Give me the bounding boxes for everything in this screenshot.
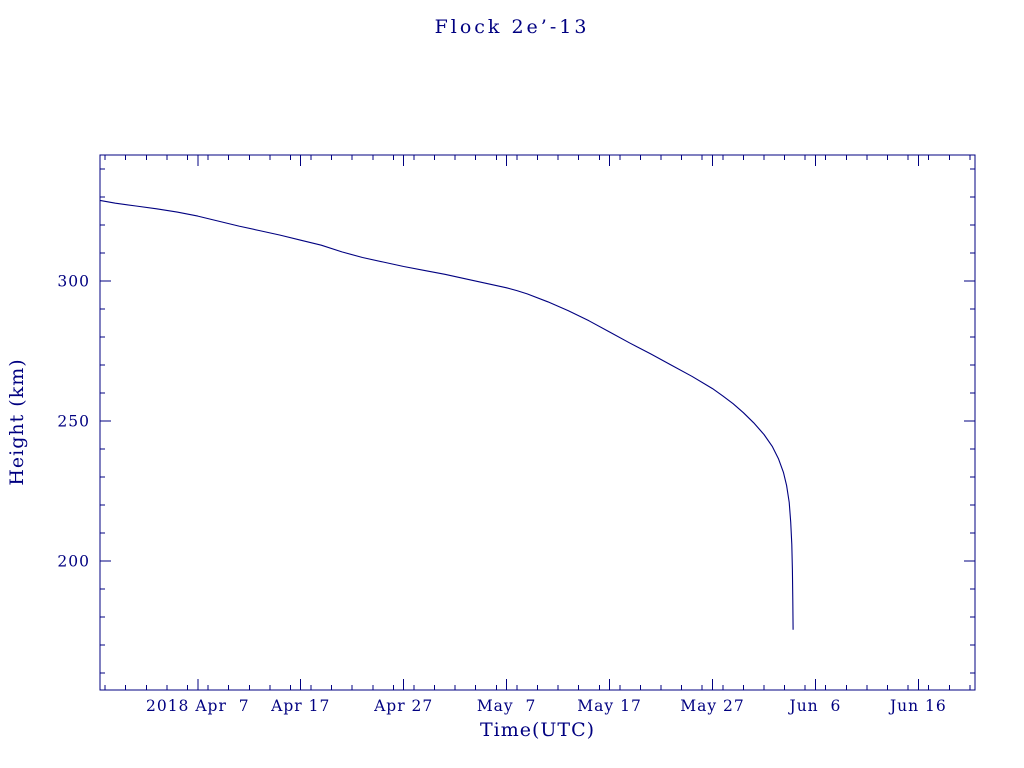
x-tick-label: 2018 Apr 7 bbox=[146, 697, 250, 715]
height-decay-curve bbox=[99, 199, 794, 630]
x-tick-label: May 17 bbox=[577, 697, 642, 715]
y-tick-label: 300 bbox=[57, 273, 90, 291]
y-tick-label: 200 bbox=[57, 553, 90, 571]
x-tick-label: Apr 27 bbox=[373, 697, 433, 715]
x-tick-label: Jun 16 bbox=[888, 697, 947, 715]
x-tick-label: May 7 bbox=[477, 697, 537, 715]
x-tick-label: Apr 17 bbox=[270, 697, 330, 715]
plot-border bbox=[99, 154, 976, 691]
y-tick-label: 250 bbox=[57, 413, 90, 431]
chart-title: Flock 2e’-13 bbox=[434, 16, 590, 38]
x-axis-label: Time(UTC) bbox=[479, 719, 596, 741]
x-tick-label: Jun 6 bbox=[787, 697, 841, 715]
x-tick-label: May 27 bbox=[680, 697, 745, 715]
